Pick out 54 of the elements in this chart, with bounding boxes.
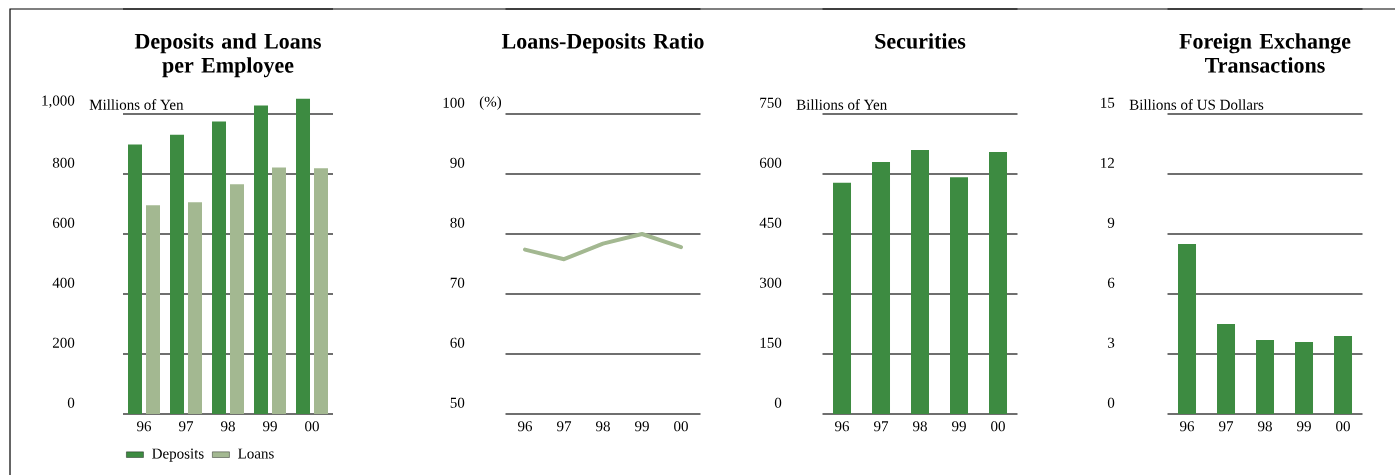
y-tick-label: 3 [1108, 337, 1115, 348]
x-tick-label: 96 [834, 421, 850, 432]
y-tick-label: 70 [450, 277, 465, 288]
y-tick-label: 0 [774, 397, 782, 408]
y-tick-label: 0 [67, 397, 75, 408]
text: Deposits and Loans per Employee [134, 33, 321, 78]
x-tick-label: 00 [305, 421, 319, 432]
y-tick-label: 150 [760, 337, 782, 348]
x-tick-label: 00 [674, 421, 688, 432]
x-tick-label: 98 [912, 421, 927, 432]
x-tick-label: 98 [1257, 421, 1272, 432]
y-tick-label: 600 [759, 157, 782, 168]
y-axis-title: (%) [479, 96, 502, 110]
x-tick-label: 97 [556, 421, 572, 432]
y-tick-label: 200 [52, 337, 75, 348]
text: Foreign Exchange Transactions [1179, 33, 1351, 73]
x-tick-label: 98 [595, 421, 610, 432]
y-tick-label: 80 [450, 217, 465, 228]
y-tick-label: 300 [760, 277, 782, 288]
x-tick-label: 96 [517, 421, 533, 432]
x-tick-label: 96 [136, 421, 152, 432]
x-tick-label: 99 [951, 421, 966, 432]
x-tick-label: 00 [991, 421, 1005, 432]
y-axis-title: Millions of Yen [89, 99, 184, 110]
y-tick-label: 90 [450, 157, 465, 168]
y-tick-label: 0 [1107, 397, 1115, 408]
y-tick-label: 12 [1101, 157, 1114, 168]
x-tick-label: 97 [1218, 421, 1234, 432]
y-tick-label: 9 [1107, 217, 1115, 228]
legend-label: Deposits [152, 448, 204, 462]
x-tick-label: 98 [220, 421, 235, 432]
y-axis-title: Billions of Yen [796, 99, 887, 110]
y-tick-label: 600 [52, 217, 75, 228]
y-tick-label: 400 [52, 277, 75, 288]
y-tick-label: 800 [52, 157, 75, 168]
text: Loans-Deposits Ratio [501, 33, 704, 54]
x-tick-label: 96 [1179, 421, 1195, 432]
y-tick-label: 100 [443, 97, 465, 108]
y-tick-label: 750 [760, 97, 782, 108]
x-tick-label: 99 [262, 421, 277, 432]
text: Securities [875, 33, 966, 49]
x-tick-label: 00 [1336, 421, 1350, 432]
y-axis-title: Billions of US Dollars [1129, 99, 1264, 110]
x-tick-label: 97 [873, 421, 889, 432]
y-tick-label: 50 [450, 397, 465, 408]
y-tick-label: 6 [1107, 277, 1115, 288]
y-tick-label: 450 [759, 217, 782, 228]
y-tick-label: 60 [450, 337, 465, 348]
x-tick-label: 97 [178, 421, 194, 432]
y-tick-label: 15 [1101, 97, 1115, 108]
x-tick-label: 99 [634, 421, 649, 432]
x-tick-label: 99 [1296, 421, 1311, 432]
legend-label: Loans [238, 448, 274, 459]
y-tick-label: 1,000 [42, 95, 75, 108]
